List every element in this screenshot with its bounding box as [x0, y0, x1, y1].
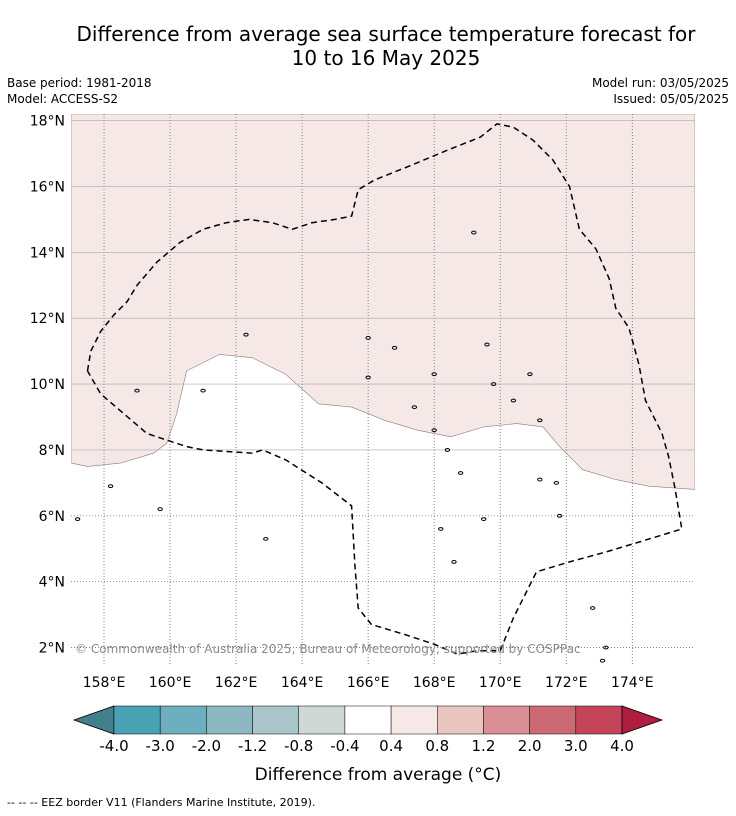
island-12 — [451, 560, 457, 564]
x-tick-label: 170°E — [479, 675, 522, 691]
copyright-text: © Commonwealth of Australia 2025, Bureau… — [75, 642, 581, 656]
y-tick-label: 16°N — [30, 179, 65, 195]
island-20 — [553, 480, 560, 485]
chart-title: Difference from average sea surface temp… — [40, 22, 732, 70]
island-5 — [365, 336, 371, 340]
colorbar-tick-label: 0.8 — [425, 737, 449, 755]
island-2 — [200, 388, 206, 393]
model-name: Model: ACCESS-S2 — [7, 92, 119, 106]
island-25 — [599, 658, 606, 663]
eez-border — [86, 123, 683, 655]
island-10 — [457, 471, 464, 475]
island-26 — [157, 507, 163, 512]
colorbar-tick-label: 3.0 — [564, 737, 588, 755]
model-run: Model run: 03/05/2025 — [591, 76, 729, 90]
colorbar-swatch-1 — [159, 705, 207, 735]
colorbar-tick-label: -1.2 — [238, 737, 267, 755]
island-29 — [431, 372, 437, 377]
colorbar-tick-label: -3.0 — [146, 737, 175, 755]
island-21 — [556, 513, 563, 518]
island-19 — [537, 477, 543, 482]
y-tick-label: 10°N — [30, 377, 65, 393]
x-tick-label: 162°E — [215, 675, 258, 691]
colorbar-tick-label: -4.0 — [99, 737, 128, 755]
colorbar-swatch-8 — [483, 705, 530, 735]
colorbar-swatch-4 — [298, 705, 346, 735]
axes: 158°E 160°E 162°E 164°E 166°E 168°E 170°E 172°E… — [30, 114, 654, 691]
y-tick-label: 8°N — [39, 443, 65, 459]
meta-left: Base period: 1981-2018 Model: ACCESS-S2 — [7, 75, 152, 107]
x-tick-label: 158°E — [83, 675, 126, 691]
colorbar-swatch-3 — [252, 705, 299, 735]
island-11 — [438, 527, 444, 531]
island-15 — [490, 382, 497, 386]
x-tick-label: 160°E — [149, 675, 192, 691]
y-tick-label: 6°N — [39, 509, 65, 525]
island-22 — [480, 517, 487, 521]
colorbar-swatch-5 — [344, 705, 392, 735]
x-tick-label: 168°E — [413, 675, 456, 691]
colorbar-tick-label: 2.0 — [518, 737, 542, 755]
island-0 — [107, 484, 114, 489]
x-tick-label: 166°E — [347, 675, 390, 691]
colorbar-swatch-0 — [113, 705, 161, 735]
title-line-1: Difference from average sea surface temp… — [76, 22, 696, 46]
colorbar-swatch-7 — [437, 705, 484, 735]
colorbar-swatch-9 — [529, 705, 577, 735]
plot-area — [71, 114, 695, 664]
island-3 — [243, 332, 249, 337]
island-23 — [589, 606, 596, 610]
colorbar-tick-label: -0.4 — [330, 737, 359, 755]
issued-date: Issued: 05/05/2025 — [613, 92, 729, 106]
y-tick-label: 4°N — [39, 575, 65, 591]
colorbar-tick-label: 1.2 — [472, 737, 496, 755]
island-13 — [471, 230, 477, 235]
eez-legend-note: -- -- -- EEZ border V11 (Flanders Marine… — [7, 796, 316, 809]
y-tick-label: 2°N — [39, 641, 65, 657]
island-17 — [527, 372, 533, 377]
x-tick-label: 164°E — [281, 675, 324, 691]
anomaly-region-0.4-0.8 — [71, 114, 695, 490]
island-18 — [537, 418, 543, 423]
y-tick-label: 12°N — [30, 311, 65, 327]
colorbar-swatch-10 — [575, 705, 623, 735]
island-6 — [391, 345, 398, 350]
island-14 — [484, 342, 490, 347]
colorbar-tick-label: 0.4 — [379, 737, 403, 755]
title-line-2: 10 to 16 May 2025 — [291, 46, 481, 70]
island-27 — [74, 517, 81, 521]
island-24 — [603, 645, 609, 650]
plot-clip-group — [71, 114, 695, 664]
colorbar-swatch-6 — [390, 705, 438, 735]
base-period: Base period: 1981-2018 — [7, 76, 152, 90]
y-tick-label: 18°N — [30, 114, 65, 130]
island-8 — [431, 428, 437, 433]
island-7 — [411, 405, 418, 410]
colorbar-extend-high — [621, 705, 664, 735]
y-tick-label: 14°N — [30, 245, 65, 261]
colorbar-extend-low — [72, 705, 115, 735]
island-28 — [365, 375, 371, 380]
colorbar-title: Difference from average (°C) — [255, 765, 502, 785]
colorbar: -4.0 -3.0 -2.0 -1.2 -0.8 -0.4 0.4 0.8 1.2 2.0 3.0 4… — [72, 705, 664, 785]
colorbar-tick-label: -2.0 — [192, 737, 221, 755]
island-9 — [444, 448, 451, 452]
meta-right: Model run: 03/05/2025 Issued: 05/05/2025 — [592, 75, 729, 107]
colorbar-tick-label: 4.0 — [610, 737, 634, 755]
island-1 — [134, 388, 140, 393]
island-16 — [510, 398, 517, 403]
x-tick-label: 172°E — [545, 675, 588, 691]
colorbar-swatch-2 — [206, 705, 253, 735]
island-4 — [263, 536, 269, 541]
x-tick-label: 174°E — [611, 675, 654, 691]
colorbar-tick-label: -0.8 — [284, 737, 313, 755]
